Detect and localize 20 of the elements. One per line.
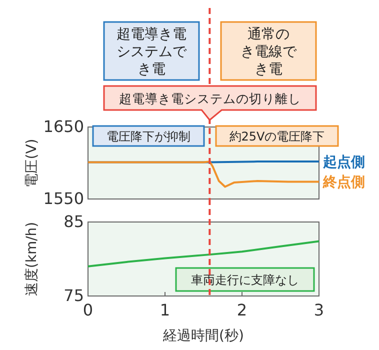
text: 通常のき電線でき電 [240,26,298,78]
annotation: 電圧降下が抑制 [106,129,190,144]
x-tick-label: 1 [160,300,170,320]
y-tick-label: 75 [64,286,84,306]
x-tick-label: 0 [82,300,94,320]
y-tick-label: 1550 [43,189,84,208]
y-tick-label: 85 [64,212,84,232]
ref-line-label: 超電導き電システムの切り離し [119,91,301,106]
line-series [87,160,320,188]
annotation: 約25Vの電圧降下 [229,129,325,144]
line-series [87,240,320,268]
text: 超電導き電システムでき電 [116,26,188,78]
x-tick-label: 3 [314,300,324,320]
series-label: 起点側 [322,154,365,171]
series-label: 終点側 [322,174,365,191]
x-tick-label: 2 [236,300,248,320]
x-axis-title: 経過時間(秒) [162,328,244,344]
y-axis-title: 速度(km/h) [24,222,40,296]
y-axis-title: 電圧(V) [24,138,40,188]
y-tick-label: 1650 [43,117,84,136]
